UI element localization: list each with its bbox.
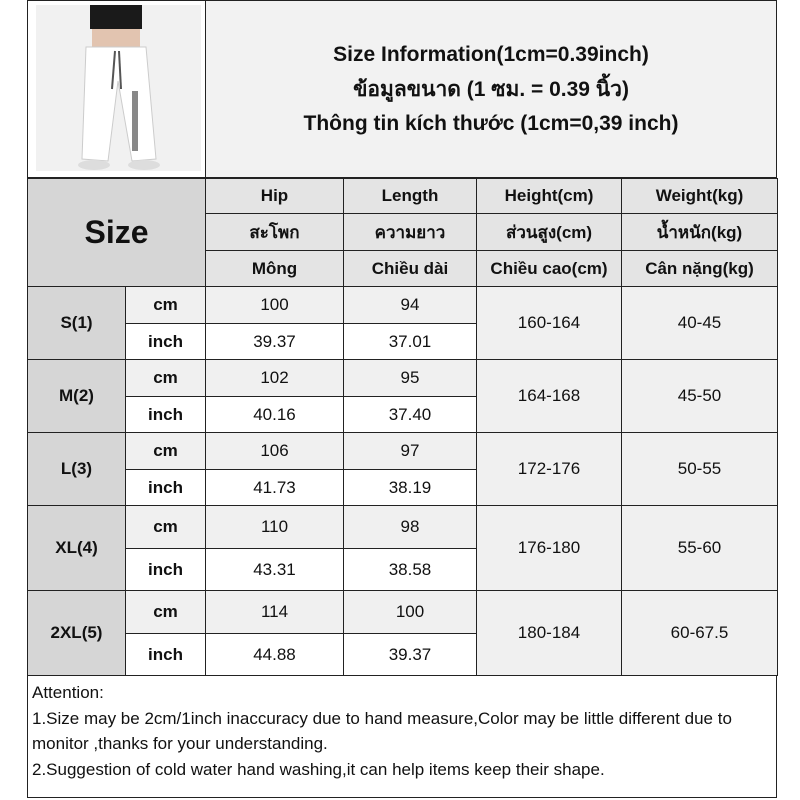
size-label: 2XL(5) xyxy=(27,590,126,676)
product-photo xyxy=(27,0,206,178)
attention-line-1: 1.Size may be 2cm/1inch inaccuracy due t… xyxy=(32,708,732,754)
hip-inch: 44.88 xyxy=(205,633,344,676)
pants-model-image xyxy=(78,5,160,170)
height-range: 160-164 xyxy=(476,286,622,360)
height-range: 164-168 xyxy=(476,359,622,433)
unit-cm: cm xyxy=(125,286,206,324)
size-label: M(2) xyxy=(27,359,126,433)
hip-cm: 110 xyxy=(205,505,344,549)
column-header: น้ำหนัก(kg) xyxy=(621,213,778,251)
unit-inch: inch xyxy=(125,548,206,591)
column-header: Hip xyxy=(205,178,344,214)
column-header: สะโพก xyxy=(205,213,344,251)
unit-inch: inch xyxy=(125,396,206,433)
column-header: Cân nặng(kg) xyxy=(621,250,778,287)
column-header: Length xyxy=(343,178,477,214)
length-cm: 94 xyxy=(343,286,477,324)
attention-note: Attention: 1.Size may be 2cm/1inch inacc… xyxy=(27,675,777,798)
column-header: Mông xyxy=(205,250,344,287)
header-line-th: ข้อมูลขนาด (1 ซม. = 0.39 นิ้ว) xyxy=(353,77,629,101)
hip-cm: 102 xyxy=(205,359,344,397)
length-inch: 38.19 xyxy=(343,469,477,506)
length-inch: 38.58 xyxy=(343,548,477,591)
length-inch: 39.37 xyxy=(343,633,477,676)
column-header: ส่วนสูง(cm) xyxy=(476,213,622,251)
unit-cm: cm xyxy=(125,590,206,634)
weight-range: 45-50 xyxy=(621,359,778,433)
unit-inch: inch xyxy=(125,323,206,360)
unit-inch: inch xyxy=(125,633,206,676)
attention-title: Attention: xyxy=(32,683,104,702)
size-header: Size xyxy=(27,178,206,287)
unit-cm: cm xyxy=(125,505,206,549)
unit-cm: cm xyxy=(125,432,206,470)
column-header: Height(cm) xyxy=(476,178,622,214)
length-cm: 97 xyxy=(343,432,477,470)
weight-range: 55-60 xyxy=(621,505,778,591)
size-label: XL(4) xyxy=(27,505,126,591)
unit-cm: cm xyxy=(125,359,206,397)
column-header: Chiều cao(cm) xyxy=(476,250,622,287)
length-inch: 37.40 xyxy=(343,396,477,433)
hip-inch: 43.31 xyxy=(205,548,344,591)
header-line-en: Size Information(1cm=0.39inch) xyxy=(333,42,649,66)
attention-line-2: 2.Suggestion of cold water hand washing,… xyxy=(32,759,605,779)
weight-range: 60-67.5 xyxy=(621,590,778,676)
height-range: 172-176 xyxy=(476,432,622,506)
hip-cm: 106 xyxy=(205,432,344,470)
size-info-header: Size Information(1cm=0.39inch) ข้อมูลขนา… xyxy=(205,0,777,178)
header-line-vi: Thông tin kích thước (1cm=0,39 inch) xyxy=(303,111,679,135)
column-header: ความยาว xyxy=(343,213,477,251)
hip-cm: 114 xyxy=(205,590,344,634)
length-cm: 98 xyxy=(343,505,477,549)
length-cm: 100 xyxy=(343,590,477,634)
length-inch: 37.01 xyxy=(343,323,477,360)
size-label: L(3) xyxy=(27,432,126,506)
height-range: 176-180 xyxy=(476,505,622,591)
unit-inch: inch xyxy=(125,469,206,506)
length-cm: 95 xyxy=(343,359,477,397)
weight-range: 50-55 xyxy=(621,432,778,506)
hip-inch: 39.37 xyxy=(205,323,344,360)
weight-range: 40-45 xyxy=(621,286,778,360)
column-header: Chiều dài xyxy=(343,250,477,287)
size-label: S(1) xyxy=(27,286,126,360)
column-header: Weight(kg) xyxy=(621,178,778,214)
hip-inch: 40.16 xyxy=(205,396,344,433)
hip-cm: 100 xyxy=(205,286,344,324)
height-range: 180-184 xyxy=(476,590,622,676)
hip-inch: 41.73 xyxy=(205,469,344,506)
